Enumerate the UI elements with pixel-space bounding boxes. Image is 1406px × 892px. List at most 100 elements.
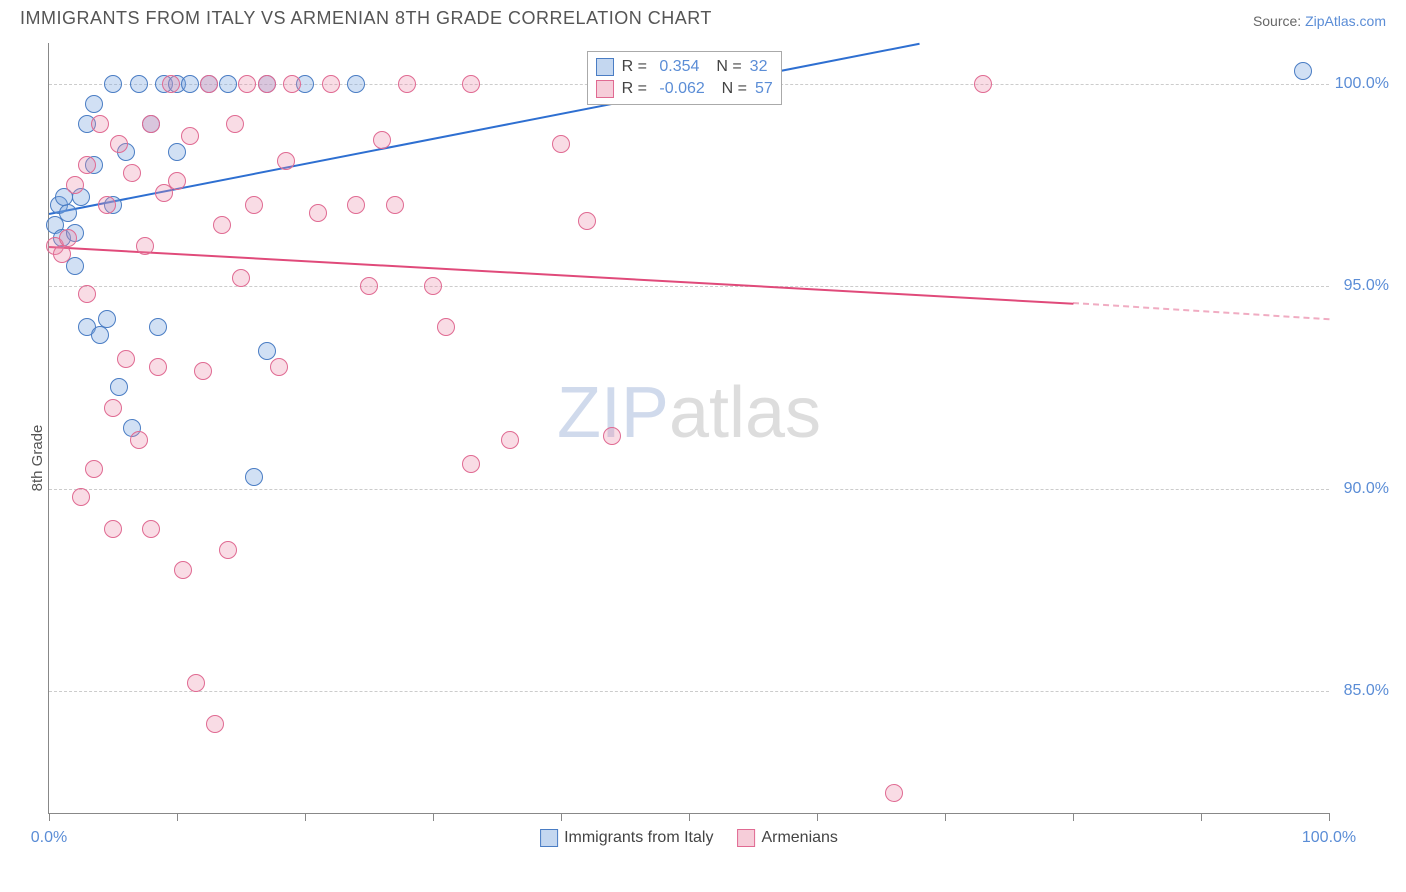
stats-legend-box: R = 0.354 N =32R = -0.062 N = 57 xyxy=(587,51,782,105)
data-point xyxy=(462,75,480,93)
gridline xyxy=(49,489,1329,490)
data-point xyxy=(110,135,128,153)
watermark-atlas: atlas xyxy=(669,373,821,453)
y-tick-label: 100.0% xyxy=(1329,75,1389,93)
legend-swatch xyxy=(737,829,755,847)
data-point xyxy=(501,431,519,449)
data-point xyxy=(181,75,199,93)
data-point xyxy=(98,310,116,328)
y-tick-label: 90.0% xyxy=(1329,480,1389,498)
data-point xyxy=(270,358,288,376)
x-axis-legend: Immigrants from Italy Armenians xyxy=(540,829,838,847)
data-point xyxy=(347,196,365,214)
data-point xyxy=(78,285,96,303)
data-point xyxy=(386,196,404,214)
data-point xyxy=(85,95,103,113)
data-point xyxy=(91,115,109,133)
data-point xyxy=(206,715,224,733)
y-tick-label: 95.0% xyxy=(1329,277,1389,295)
x-tick xyxy=(1201,813,1202,821)
data-point xyxy=(213,216,231,234)
data-point xyxy=(194,362,212,380)
gridline xyxy=(49,691,1329,692)
chart-header: IMMIGRANTS FROM ITALY VS ARMENIAN 8TH GR… xyxy=(0,0,1406,33)
stat-n-value: 57 xyxy=(755,78,773,100)
data-point xyxy=(59,229,77,247)
trend-line-dash xyxy=(1073,302,1329,320)
data-point xyxy=(360,277,378,295)
stat-n-label: N = xyxy=(713,78,747,100)
data-point xyxy=(174,561,192,579)
data-point xyxy=(187,674,205,692)
data-point xyxy=(85,460,103,478)
data-point xyxy=(258,75,276,93)
x-tick xyxy=(433,813,434,821)
data-point xyxy=(110,378,128,396)
data-point xyxy=(104,399,122,417)
data-point xyxy=(168,143,186,161)
data-point xyxy=(238,75,256,93)
data-point xyxy=(974,75,992,93)
x-tick xyxy=(945,813,946,821)
data-point xyxy=(277,152,295,170)
plot-area: ZIPatlas 85.0%90.0%95.0%100.0%0.0%100.0%… xyxy=(48,43,1329,814)
data-point xyxy=(219,75,237,93)
data-point xyxy=(66,176,84,194)
data-point xyxy=(373,131,391,149)
legend-label: Armenians xyxy=(761,829,837,847)
data-point xyxy=(200,75,218,93)
data-point xyxy=(437,318,455,336)
stat-r-value: -0.062 xyxy=(659,78,704,100)
legend-swatch xyxy=(540,829,558,847)
source-label: Source: xyxy=(1253,13,1301,29)
data-point xyxy=(149,318,167,336)
data-point xyxy=(162,75,180,93)
data-point xyxy=(258,342,276,360)
data-point xyxy=(245,468,263,486)
data-point xyxy=(104,75,122,93)
data-point xyxy=(181,127,199,145)
chart-container: 8th Grade ZIPatlas 85.0%90.0%95.0%100.0%… xyxy=(0,33,1406,883)
stat-r-label: R = xyxy=(622,78,652,100)
data-point xyxy=(1294,62,1312,80)
x-tick-label: 0.0% xyxy=(31,829,67,847)
data-point xyxy=(53,245,71,263)
stat-r-value: 0.354 xyxy=(659,56,699,78)
stat-n-label: N = xyxy=(707,56,741,78)
data-point xyxy=(142,115,160,133)
x-tick xyxy=(817,813,818,821)
y-tick-label: 85.0% xyxy=(1329,682,1389,700)
data-point xyxy=(309,204,327,222)
x-tick-label: 100.0% xyxy=(1302,829,1356,847)
data-point xyxy=(322,75,340,93)
x-tick xyxy=(1329,813,1330,821)
x-tick xyxy=(1073,813,1074,821)
data-point xyxy=(59,204,77,222)
data-point xyxy=(578,212,596,230)
stats-row: R = -0.062 N = 57 xyxy=(596,78,773,100)
data-point xyxy=(78,156,96,174)
data-point xyxy=(130,75,148,93)
data-point xyxy=(232,269,250,287)
stat-r-label: R = xyxy=(622,56,652,78)
x-tick xyxy=(689,813,690,821)
data-point xyxy=(72,488,90,506)
data-point xyxy=(552,135,570,153)
data-point xyxy=(245,196,263,214)
data-point xyxy=(130,431,148,449)
stats-row: R = 0.354 N =32 xyxy=(596,56,773,78)
chart-title: IMMIGRANTS FROM ITALY VS ARMENIAN 8TH GR… xyxy=(20,8,712,29)
data-point xyxy=(123,164,141,182)
watermark: ZIPatlas xyxy=(557,372,821,454)
data-point xyxy=(226,115,244,133)
data-point xyxy=(117,350,135,368)
data-point xyxy=(98,196,116,214)
x-tick xyxy=(49,813,50,821)
source-link[interactable]: ZipAtlas.com xyxy=(1305,13,1386,29)
data-point xyxy=(149,358,167,376)
data-point xyxy=(104,520,122,538)
legend-item: Immigrants from Italy xyxy=(540,829,713,847)
source-attribution: Source: ZipAtlas.com xyxy=(1253,13,1386,29)
y-axis-label: 8th Grade xyxy=(29,425,46,492)
trend-line xyxy=(49,246,1073,305)
